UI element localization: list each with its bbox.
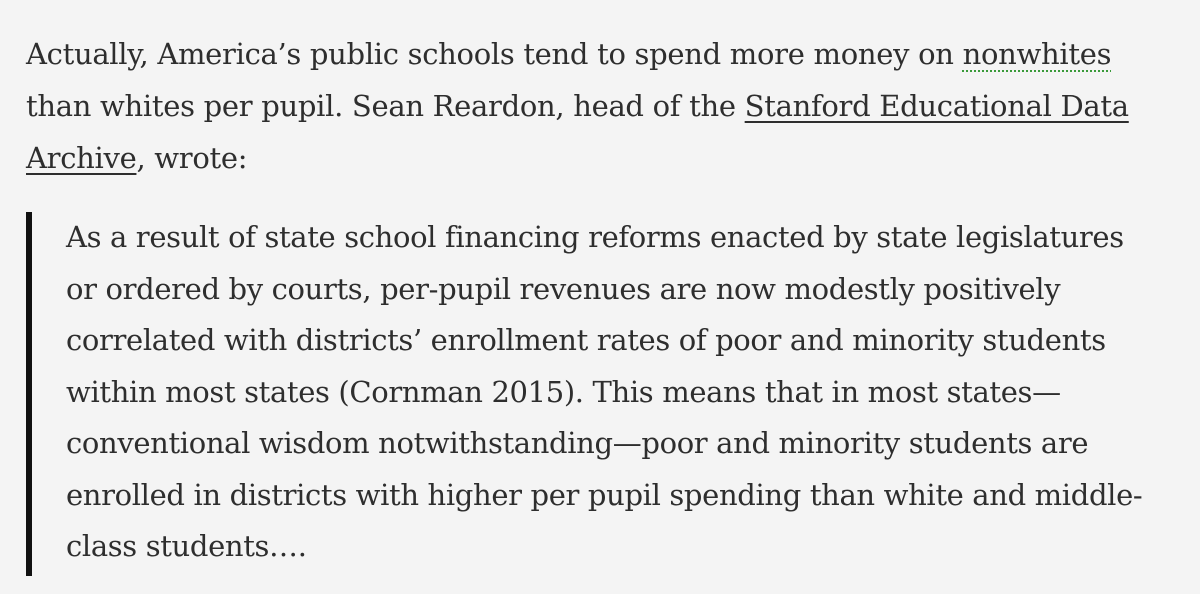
- intro-paragraph: Actually, America’s public schools tend …: [26, 28, 1196, 184]
- paragraph-line-3: Archive, wrote:: [26, 132, 1196, 184]
- paragraph-line-1: Actually, America’s public schools tend …: [26, 28, 1196, 80]
- quote-line: conventional wisdom notwithstanding—poor…: [66, 426, 1089, 460]
- paragraph-text: Actually, America’s public schools tend …: [26, 37, 963, 71]
- quote-line: class students….: [66, 529, 307, 563]
- quote-line: or ordered by courts, per-pupil revenues…: [66, 271, 1061, 306]
- quote-line: enrolled in districts with higher per pu…: [66, 477, 1143, 512]
- nonwhites-link[interactable]: nonwhites: [962, 37, 1112, 71]
- stanford-educational-data-archive-link[interactable]: Stanford Educational Data: [744, 89, 1129, 123]
- article-body: Actually, America’s public schools tend …: [26, 28, 1196, 184]
- quote-line: within most states (Cornman 2015). This …: [66, 374, 1061, 409]
- blockquote: As a result of state school financing re…: [26, 212, 1198, 576]
- quote-line: correlated with districts’ enrollment ra…: [66, 323, 1106, 357]
- blockquote-bar: [26, 212, 32, 576]
- paragraph-text: , wrote:: [136, 141, 248, 175]
- quote-line: As a result of state school financing re…: [66, 220, 1124, 254]
- blockquote-text: As a result of state school financing re…: [66, 212, 1143, 573]
- paragraph-text: than whites per pupil. Sean Reardon, hea…: [26, 89, 745, 123]
- paragraph-line-2: than whites per pupil. Sean Reardon, hea…: [26, 80, 1196, 132]
- archive-link[interactable]: Archive: [26, 141, 137, 175]
